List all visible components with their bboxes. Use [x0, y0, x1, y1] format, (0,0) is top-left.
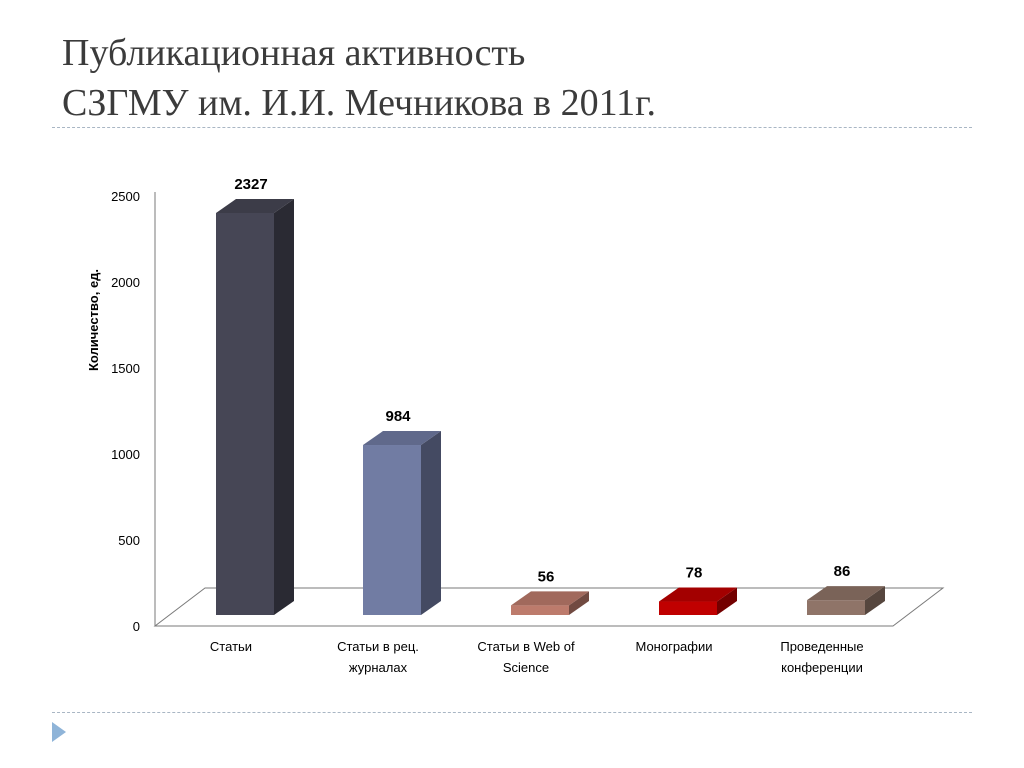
y-tick-label: 1500: [111, 361, 140, 376]
y-tick-label: 2500: [111, 189, 140, 204]
data-label: 86: [834, 563, 851, 580]
category-label: Монографии: [635, 639, 712, 654]
slide-title: Публикационная активность СЗГМУ им. И.И.…: [62, 28, 962, 128]
bottom-divider: [52, 712, 972, 713]
next-slide-arrow-icon[interactable]: [52, 722, 66, 742]
bar-top: [216, 199, 294, 213]
bar-top: [659, 587, 737, 602]
category-label: конференции: [781, 660, 863, 675]
y-tick-label: 0: [133, 619, 140, 634]
bar-front: [363, 445, 421, 615]
bar-front: [216, 213, 274, 615]
bar-front: [511, 605, 569, 615]
data-label: 56: [538, 568, 555, 585]
title-line-2: СЗГМУ им. И.И. Мечникова в 2011г.: [62, 82, 656, 124]
data-label: 78: [686, 565, 703, 582]
category-label: журналах: [349, 660, 408, 675]
bar: [807, 586, 885, 615]
data-label: 984: [385, 408, 411, 425]
bar-side: [421, 431, 441, 615]
bar-top: [363, 431, 441, 446]
y-axis-label: Количество, ед.: [86, 269, 101, 371]
category-label: Статьи в Web of: [477, 639, 575, 654]
category-label: Проведенные: [780, 639, 863, 654]
bar-front: [807, 600, 865, 615]
bar-top: [807, 586, 885, 601]
bar-side: [274, 199, 294, 615]
bar: [511, 591, 589, 615]
bar: [216, 199, 294, 615]
category-label: Science: [503, 660, 549, 675]
bar: [363, 431, 441, 615]
bar-side: [569, 591, 589, 615]
bar-side: [865, 586, 885, 615]
category-label: Статьи в рец.: [337, 639, 419, 654]
bar-top: [511, 591, 589, 606]
bar-side: [717, 587, 737, 615]
y-tick-label: 2000: [111, 275, 140, 290]
title-line-1: Публикационная активность: [62, 32, 526, 74]
top-divider: [52, 127, 972, 128]
bar-chart: 0 500 1000 1500 2000 2500 Количество, ед. 2327 С…: [86, 176, 945, 675]
bar-front: [659, 601, 717, 615]
y-tick-label: 1000: [111, 447, 140, 462]
bar: [659, 587, 737, 615]
data-label: 2327: [234, 176, 267, 193]
category-label: Статьи: [210, 639, 252, 654]
y-tick-label: 500: [118, 533, 140, 548]
